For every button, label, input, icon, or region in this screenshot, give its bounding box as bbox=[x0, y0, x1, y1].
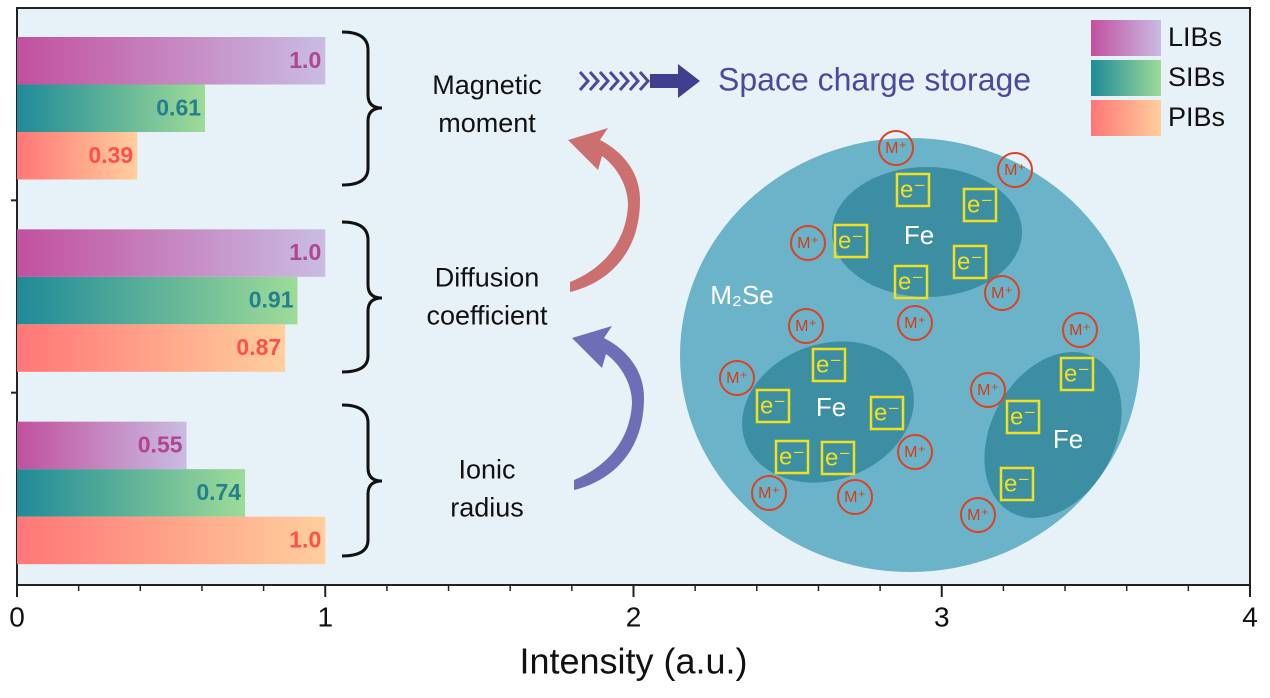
electron-box bbox=[774, 439, 810, 475]
legend-label: PIBs bbox=[1168, 102, 1225, 132]
electron-box bbox=[893, 264, 929, 300]
ion-circle bbox=[837, 479, 873, 515]
fe-domain bbox=[984, 352, 1122, 518]
ion-circle bbox=[878, 130, 914, 166]
bar bbox=[17, 324, 286, 372]
matrix-label: M₂Se bbox=[710, 280, 774, 310]
ion-label: M⁺ bbox=[797, 235, 819, 252]
ion-label: M⁺ bbox=[904, 444, 926, 461]
ion-label: M⁺ bbox=[726, 370, 748, 387]
electron-box bbox=[952, 244, 988, 280]
fe-domain bbox=[742, 341, 914, 483]
ion-circle bbox=[984, 275, 1020, 311]
electron-box bbox=[1059, 356, 1095, 392]
electron-label: e⁻ bbox=[898, 268, 924, 295]
electron-box bbox=[962, 187, 998, 223]
bar bbox=[17, 132, 138, 180]
electron-label: e⁻ bbox=[900, 176, 926, 203]
bar bbox=[17, 84, 206, 132]
ion-label: M⁺ bbox=[758, 485, 780, 502]
ion-circle bbox=[719, 360, 755, 396]
fe-domain bbox=[832, 167, 1022, 297]
electron-box bbox=[755, 388, 791, 424]
electron-label: e⁻ bbox=[1004, 470, 1030, 497]
electron-box bbox=[811, 347, 847, 383]
chevron-arrow bbox=[578, 71, 651, 91]
bar bbox=[17, 37, 326, 85]
electron-label: e⁻ bbox=[874, 399, 900, 426]
ion-label: M⁺ bbox=[991, 285, 1013, 302]
fe-label: Fe bbox=[904, 220, 934, 250]
ion-circle bbox=[897, 434, 933, 470]
legend-label: SIBs bbox=[1168, 62, 1225, 92]
ion-label: M⁺ bbox=[885, 140, 907, 157]
category-label: Magnetic moment bbox=[432, 70, 542, 138]
ion-label: M⁺ bbox=[977, 382, 999, 399]
bar bbox=[17, 276, 298, 325]
bar bbox=[17, 229, 326, 277]
electron-box bbox=[1005, 399, 1041, 435]
electron-label: e⁻ bbox=[779, 443, 805, 470]
value-label: 1.0 bbox=[289, 47, 321, 73]
electron-label: e⁻ bbox=[825, 444, 851, 471]
x-tick-label: 2 bbox=[626, 601, 642, 632]
ion-circle bbox=[790, 225, 826, 261]
arrow-head bbox=[650, 64, 700, 98]
electron-label: e⁻ bbox=[967, 191, 993, 218]
ion-circle bbox=[997, 152, 1033, 188]
value-label: 1.0 bbox=[289, 239, 321, 265]
value-label: 0.61 bbox=[156, 94, 201, 120]
heading: Space charge storage bbox=[718, 61, 1031, 97]
electron-label: e⁻ bbox=[1010, 403, 1036, 430]
electron-label: e⁻ bbox=[816, 351, 842, 378]
x-tick-label: 3 bbox=[934, 601, 950, 632]
ion-circle bbox=[1062, 312, 1098, 348]
ion-label: M⁺ bbox=[1069, 322, 1091, 339]
fe-label: Fe bbox=[816, 392, 846, 422]
curved-arrow bbox=[572, 326, 644, 490]
electron-label: e⁻ bbox=[957, 248, 983, 275]
electron-label: e⁻ bbox=[760, 392, 786, 419]
electron-box bbox=[999, 466, 1035, 502]
legend-swatch bbox=[1091, 60, 1161, 96]
bar bbox=[17, 469, 246, 517]
ion-label: M⁺ bbox=[844, 489, 866, 506]
braces bbox=[341, 30, 383, 558]
value-label: 0.39 bbox=[88, 142, 133, 168]
value-label: 1.0 bbox=[289, 526, 321, 552]
ion-label: M⁺ bbox=[904, 315, 926, 332]
value-label: 0.91 bbox=[249, 287, 294, 313]
bar bbox=[17, 516, 326, 565]
x-tick-label: 0 bbox=[9, 601, 25, 632]
ion-circle bbox=[960, 497, 996, 533]
ion-circle bbox=[970, 372, 1006, 408]
legend-swatch bbox=[1091, 100, 1161, 136]
electron-label: e⁻ bbox=[1064, 360, 1090, 387]
fe-label: Fe bbox=[1053, 424, 1083, 454]
x-tick-label: 1 bbox=[317, 601, 333, 632]
electron-box bbox=[895, 172, 931, 208]
ion-circle bbox=[751, 475, 787, 511]
ion-circle bbox=[897, 305, 933, 341]
x-tick-label: 4 bbox=[1242, 601, 1258, 632]
ion-label: M⁺ bbox=[795, 318, 817, 335]
x-axis-label: Intensity (a.u.) bbox=[519, 641, 747, 682]
electron-label: e⁻ bbox=[838, 227, 864, 254]
legend-label: LIBs bbox=[1168, 22, 1222, 52]
category-label: Ionic radius bbox=[450, 455, 524, 523]
electron-box bbox=[820, 440, 856, 476]
value-label: 0.74 bbox=[196, 479, 241, 505]
bar bbox=[17, 421, 187, 470]
ion-circle bbox=[788, 308, 824, 344]
electron-box bbox=[833, 223, 869, 259]
value-label: 0.55 bbox=[138, 431, 183, 457]
ion-label: M⁺ bbox=[967, 507, 989, 524]
curved-arrow bbox=[568, 128, 640, 292]
electron-box bbox=[869, 395, 905, 431]
legend-swatch bbox=[1091, 20, 1161, 56]
category-label: Diffusion coefficient bbox=[426, 262, 548, 330]
value-label: 0.87 bbox=[236, 334, 281, 360]
ion-label: M⁺ bbox=[1004, 162, 1026, 179]
